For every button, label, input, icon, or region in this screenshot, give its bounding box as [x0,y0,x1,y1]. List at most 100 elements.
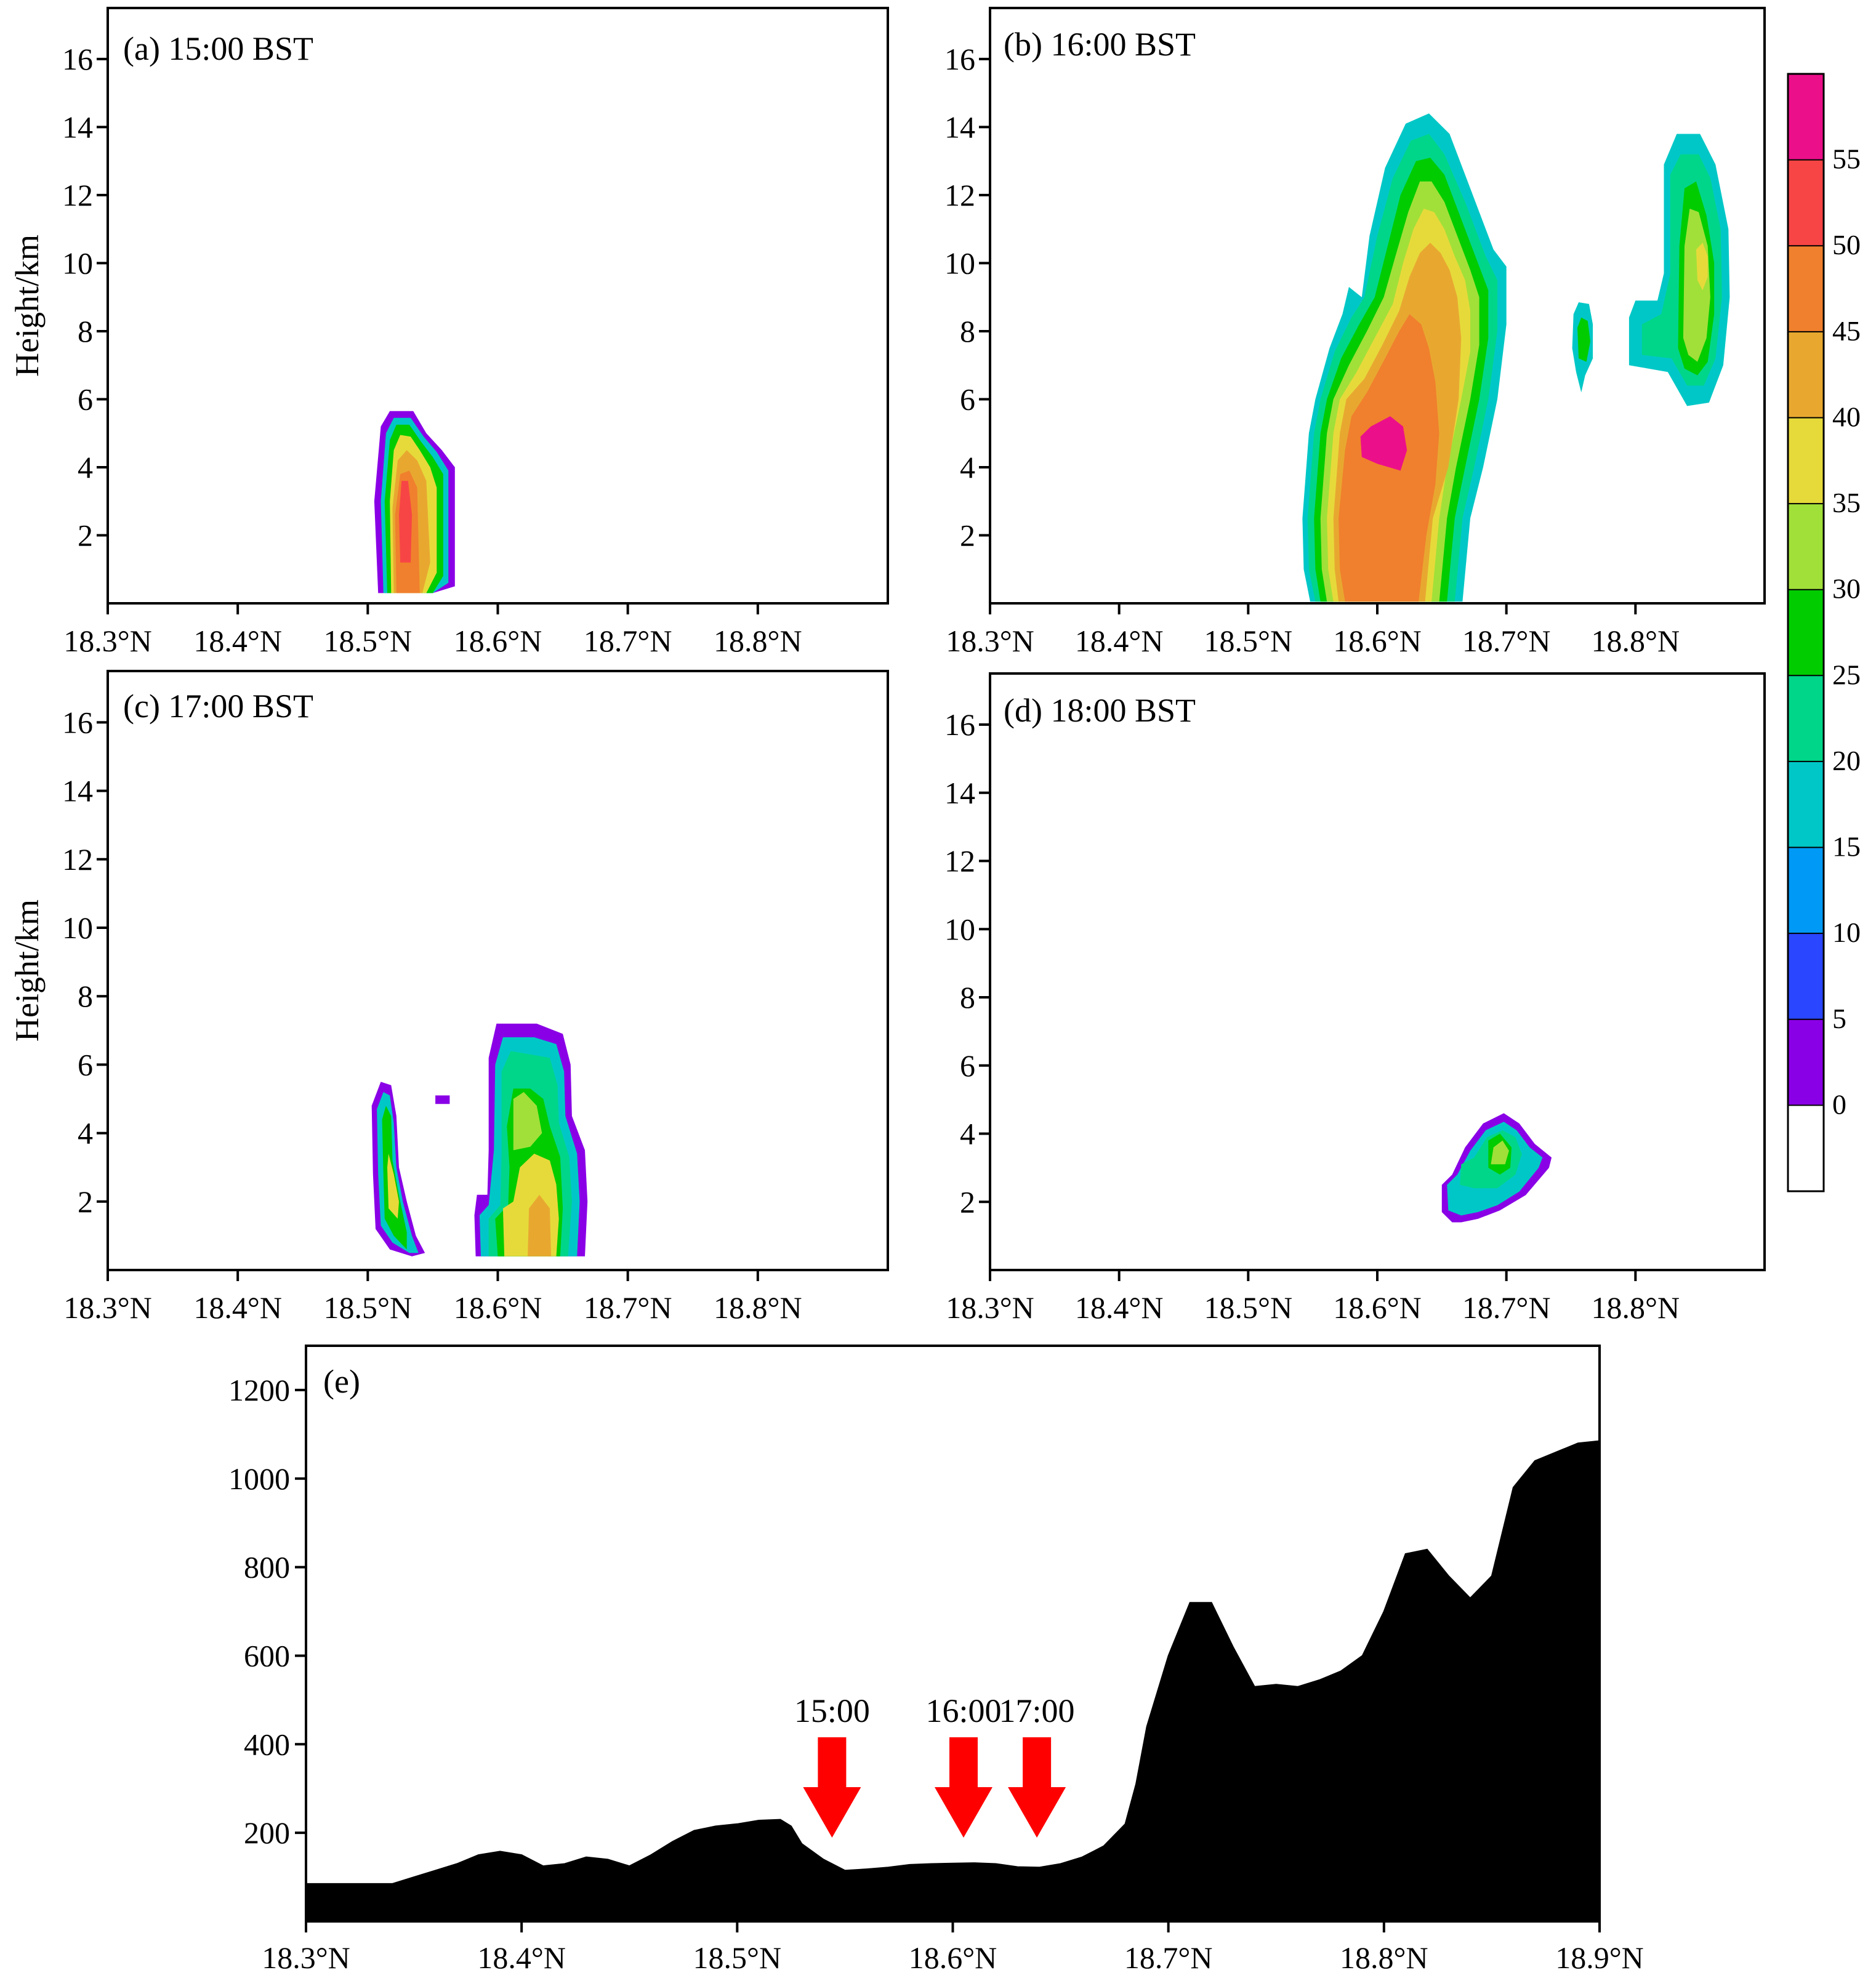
y-tick-label: 4 [960,1117,975,1151]
x-tick-label: 18.7°N [1462,624,1551,658]
colorbar-label: 35 [1832,487,1861,518]
panel-label: (b) 16:00 BST [1004,26,1196,63]
x-tick-label: 18.6°N [454,624,542,658]
y-tick-label: 6 [960,382,975,416]
y-tick-label: 8 [960,314,975,348]
reflectivity-cell [435,1095,450,1104]
x-tick-label: 18.8°N [714,1290,802,1325]
x-tick-label: 18.3°N [63,1290,152,1325]
colorbar-label: 0 [1832,1088,1846,1120]
time-arrow [803,1737,861,1838]
y-tick-label: 6 [960,1048,975,1083]
y-tick-label: 2 [960,518,975,552]
reflectivity-cell [382,1106,407,1250]
y-tick-label: 1200 [228,1373,290,1407]
y-tick-label: 200 [244,1815,290,1850]
panel-d: 2 4 6 8 10 12 14 16 18.3°N 18.4°N 18.5°N 18.6°N 18.7… [944,672,1766,1325]
reflectivity-cell [1491,1140,1509,1165]
panel-label: (a) 15:00 BST [123,30,313,67]
y-axis-title: Height/km [9,235,46,377]
colorbar-label: 55 [1832,143,1861,175]
y-tick-label: 14 [62,110,93,144]
colorbar-swatch [1788,1105,1824,1192]
x-tick-label: 18.4°N [477,1940,566,1975]
y-tick-label: 8 [78,314,93,348]
y-tick-label: 2 [78,518,93,552]
y-axis-title: Height/km [9,899,46,1042]
y-tick-label: 12 [944,178,975,212]
y-tick-label: 12 [944,844,975,878]
y-tick-label: 14 [944,110,975,144]
y-tick-label: 1000 [228,1461,290,1496]
y-tick-label: 14 [944,776,975,810]
plot-frame [989,672,1766,1271]
colorbar-swatch [1788,847,1824,934]
colorbar-swatch [1788,246,1824,332]
x-tick-label: 18.4°N [193,624,282,658]
y-tick-label: 400 [244,1727,290,1761]
colorbar-label: 5 [1832,1003,1846,1034]
y-tick-label: 6 [78,382,93,416]
y-tick-label: 12 [62,842,93,877]
x-tick-label: 18.3°N [946,624,1034,658]
x-tick-label: 18.4°N [1075,624,1164,658]
reflectivity-cell [528,1194,552,1256]
y-tick-label: 6 [78,1047,93,1082]
x-tick-label: 18.6°N [909,1940,997,1975]
panel-a: 2 4 6 8 10 12 14 16 18.3°N 18.4°N 18.5°N 18.6°N 18.7… [9,7,889,658]
panel-label: (d) 18:00 BST [1004,692,1196,729]
x-tick-label: 18.4°N [1075,1290,1164,1325]
y-tick-label: 4 [78,1116,93,1151]
y-tick-label: 10 [944,912,975,946]
y-tick-label: 16 [62,705,93,739]
x-tick-label: 18.6°N [454,1290,542,1325]
colorbar-swatch [1788,761,1824,848]
colorbar-label: 10 [1832,917,1861,948]
x-tick-label: 18.7°N [1462,1290,1551,1325]
x-tick-label: 18.5°N [1204,624,1293,658]
x-tick-label: 18.5°N [324,624,413,658]
colorbar-swatch [1788,933,1824,1020]
y-tick-label: 8 [78,979,93,1013]
reflectivity-cells [371,1023,588,1256]
x-tick-label: 18.8°N [1340,1940,1428,1975]
reflectivity-cell [1360,416,1407,471]
x-tick-label: 18.6°N [1333,1290,1422,1325]
colorbar-swatch [1788,417,1824,504]
x-tick-label: 18.8°N [714,624,802,658]
y-tick-label: 800 [244,1550,290,1585]
panel-label: (e) [323,1363,360,1400]
y-tick-label: 10 [62,246,93,280]
x-tick-label: 18.5°N [693,1940,782,1975]
time-arrow-label: 16:00 [926,1692,1002,1729]
colorbar-swatch [1788,331,1824,418]
time-arrow-label: 15:00 [794,1692,870,1729]
x-tick-label: 18.9°N [1555,1940,1644,1975]
colorbar-swatch [1788,504,1824,590]
terrain-area [305,1440,1600,1922]
time-arrow [935,1737,992,1838]
y-tick-label: 4 [960,450,975,484]
x-tick-label: 18.3°N [262,1940,350,1975]
reflectivity-cell [1696,243,1708,291]
x-tick-label: 18.8°N [1592,624,1680,658]
panel-c: 2 4 6 8 10 12 14 16 18.3°N 18.4°N 18.5°N 18.6°N 18.7… [9,670,889,1325]
y-tick-label: 2 [78,1184,93,1219]
colorbar-label: 15 [1832,831,1861,862]
colorbar-swatch [1788,74,1824,161]
colorbar-label: 25 [1832,659,1861,690]
colorbar-swatch [1788,1019,1824,1106]
x-tick-label: 18.7°N [584,1290,672,1325]
colorbar-frame [1787,73,1825,1192]
y-tick-label: 12 [62,178,93,212]
x-tick-label: 18.3°N [946,1290,1034,1325]
time-arrow [1008,1737,1066,1838]
reflectivity-cells [1302,113,1730,602]
reflectivity-cell [387,1154,399,1219]
panel-b: 2 4 6 8 10 12 14 16 18.3°N 18.4°N 18.5°N 18.6°N 18.7… [944,7,1766,658]
y-tick-label: 2 [960,1184,975,1219]
y-tick-label: 10 [62,911,93,945]
y-tick-label: 16 [62,42,93,76]
y-tick-label: 16 [944,707,975,742]
